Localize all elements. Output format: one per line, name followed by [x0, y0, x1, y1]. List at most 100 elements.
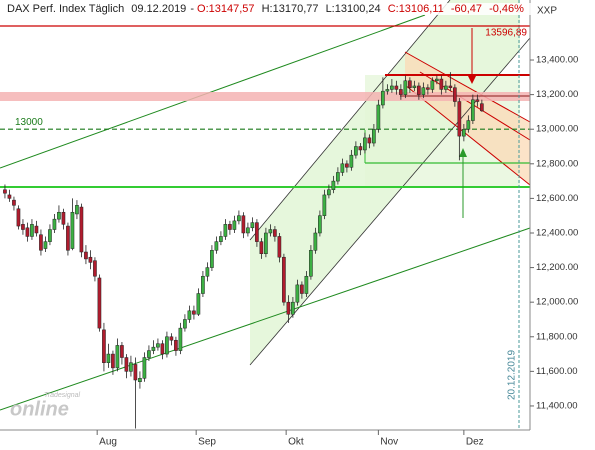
candle-body [435, 78, 439, 82]
header: DAX Perf. Index Täglich 09.12.2019- O:13… [4, 3, 531, 15]
x-tick-label: Nov [380, 437, 398, 448]
candle-body [372, 128, 376, 144]
candle-body [439, 78, 444, 90]
open-label: O:13147,57 [197, 3, 255, 15]
candle-body [367, 137, 372, 144]
candle-body [223, 224, 228, 237]
arrow-head [459, 148, 467, 157]
candle-body [385, 89, 390, 92]
candle-body [57, 211, 61, 220]
date-marker-label: 20.12.2019 [507, 350, 518, 400]
y-tick-label: 11,600.00 [536, 366, 578, 377]
candle-body [70, 211, 75, 249]
channel-line [404, 51, 531, 123]
candle-body [291, 301, 295, 315]
candle-body [106, 353, 111, 363]
candle-body [210, 250, 214, 268]
drawings [0, 0, 531, 430]
candle-body [381, 90, 385, 106]
y-tick-label: 13,400.00 [536, 55, 578, 66]
annotation-label: 13000 [15, 117, 43, 128]
channel-line [249, 0, 451, 241]
candle-body [174, 339, 178, 351]
y-tick-label: 11,400.00 [536, 400, 578, 411]
candle-body [30, 224, 34, 237]
candle-body [466, 120, 471, 130]
candle-body [133, 364, 138, 381]
x-tick-label: Aug [99, 437, 117, 448]
x-tick-label: Dez [466, 437, 484, 448]
candle-body [142, 357, 147, 379]
x-tick-label: Sep [198, 437, 216, 448]
candle-body [21, 224, 25, 230]
candle-body [16, 208, 21, 227]
candle-body [48, 229, 52, 242]
candle-body [102, 329, 106, 363]
candle-body [147, 350, 151, 358]
candle-body [88, 256, 93, 263]
resistance-band [0, 92, 530, 101]
candle-body [340, 163, 345, 173]
candle-body [156, 343, 160, 348]
candle-body [196, 293, 201, 315]
low-label: L:13100,24 [325, 3, 381, 15]
candle-body [457, 101, 462, 137]
y-tick-label: 12,200.00 [536, 262, 578, 273]
candle-body [250, 222, 255, 229]
trend-line [0, 227, 531, 411]
candle-body [408, 80, 412, 88]
candle-body [358, 146, 363, 151]
candle-body [286, 301, 291, 315]
candle-body [363, 137, 367, 151]
candle-body [376, 104, 381, 130]
candle-body [151, 346, 156, 351]
candle-body [277, 236, 282, 258]
candle-body [313, 232, 318, 251]
candle-body [448, 85, 453, 88]
candle-body [241, 215, 246, 234]
close-label: C:13106,11 [387, 3, 444, 15]
candle-body [403, 80, 408, 95]
candle-body [219, 236, 223, 242]
candle-body [183, 319, 187, 329]
annotation-label: 13596,89 [485, 28, 527, 39]
change-pct: -0,46% [489, 3, 524, 15]
candle-body [178, 327, 183, 351]
candle-body [34, 225, 39, 234]
candle-body [268, 229, 273, 234]
candle-body [115, 345, 120, 369]
y-tick-label: 12,600.00 [536, 193, 578, 204]
candle-body [169, 336, 174, 341]
candle-body [120, 345, 124, 358]
candle-body [336, 172, 340, 182]
candle-body [111, 353, 115, 369]
candle-body [421, 87, 426, 95]
candle-body [43, 241, 48, 249]
arrow-head [468, 76, 476, 84]
candle-body [430, 80, 435, 90]
candle-body [165, 336, 169, 355]
candle-body [7, 194, 12, 199]
candle-body [300, 284, 304, 294]
candle-body [214, 241, 219, 251]
date: 09.12.2019 [131, 3, 187, 15]
candle-body [79, 206, 84, 253]
candle-body [331, 180, 336, 190]
candle-body [304, 275, 309, 294]
candle-body [12, 199, 16, 206]
watermark-small: Tradesignal [44, 392, 81, 399]
candle-body [309, 250, 313, 277]
candle-body [480, 103, 484, 112]
candle-body [354, 146, 358, 156]
candle-body [3, 189, 7, 194]
candle-body [444, 85, 448, 90]
candle-body [187, 310, 192, 320]
candle-body [390, 85, 394, 90]
y-tick-label: 13,200.00 [536, 89, 578, 100]
candle-body [66, 225, 70, 251]
falling-channel-fill [405, 52, 530, 185]
candle-body [124, 357, 129, 372]
candle-body [417, 85, 421, 95]
